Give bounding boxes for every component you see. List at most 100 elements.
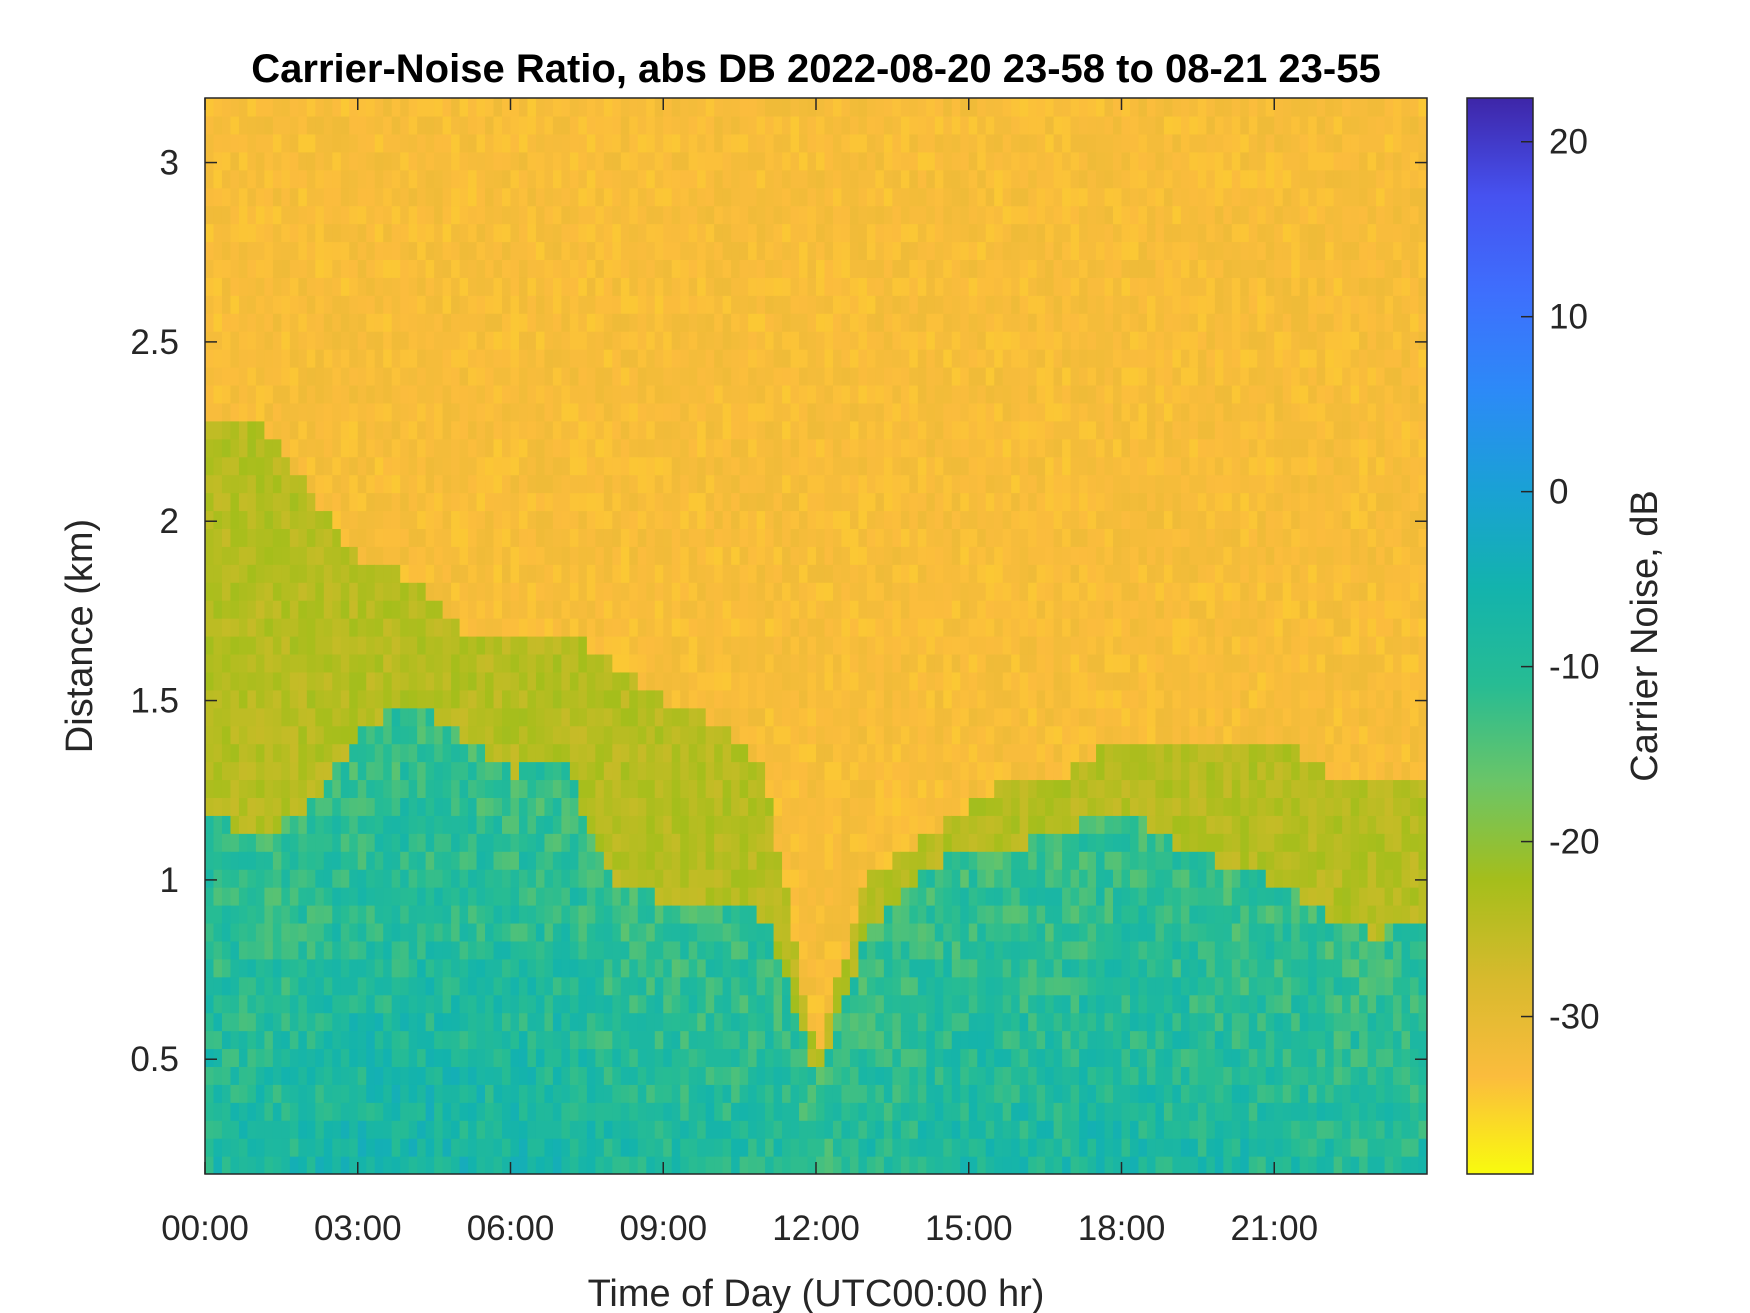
heatmap-cell [510, 438, 520, 458]
heatmap-cell [476, 833, 486, 852]
heatmap-cell [586, 779, 596, 798]
heatmap-cell [900, 922, 910, 942]
heatmap-cell [663, 797, 673, 816]
heatmap-cell [603, 582, 613, 601]
heatmap-cell [468, 582, 478, 601]
heatmap-cell [340, 761, 350, 781]
heatmap-cell [909, 940, 919, 960]
heatmap-cell [739, 133, 749, 153]
heatmap-cell [323, 420, 333, 440]
heatmap-cell [807, 743, 817, 763]
heatmap-cell [459, 618, 469, 637]
heatmap-cell [680, 367, 690, 386]
heatmap-cell [900, 187, 910, 207]
heatmap-cell [459, 420, 469, 440]
heatmap-cell [714, 277, 724, 296]
heatmap-cell [451, 564, 461, 583]
heatmap-cell [748, 743, 758, 763]
heatmap-cell [221, 313, 232, 332]
heatmap-cell [629, 851, 639, 870]
heatmap-cell [909, 1120, 919, 1139]
heatmap-cell [849, 958, 860, 978]
heatmap-cell [349, 187, 359, 207]
heatmap-cell [417, 241, 427, 260]
heatmap-cell [586, 582, 596, 601]
heatmap-cell [858, 887, 868, 906]
heatmap-cell [349, 779, 359, 798]
heatmap-cell [773, 133, 783, 153]
heatmap-cell [824, 1012, 834, 1032]
heatmap-cell [841, 169, 851, 189]
heatmap-cell [281, 456, 291, 476]
heatmap-cell [552, 528, 563, 547]
heatmap-cell [205, 1012, 215, 1032]
heatmap-cell [502, 98, 512, 117]
heatmap-cell [298, 151, 308, 171]
heatmap-cell [569, 869, 579, 888]
heatmap-cell [544, 725, 554, 745]
heatmap-cell [451, 187, 461, 207]
heatmap-cell [434, 994, 444, 1014]
heatmap-cell [578, 707, 588, 727]
heatmap-cell [493, 1048, 503, 1067]
heatmap-cell [247, 510, 257, 529]
heatmap-cell [603, 689, 613, 709]
heatmap-cell [442, 905, 452, 924]
heatmap-cell [332, 492, 342, 512]
heatmap-cell [374, 851, 384, 870]
heatmap-cell [900, 98, 910, 117]
heatmap-cell [255, 133, 266, 153]
heatmap-cell [739, 187, 749, 207]
heatmap-cell [671, 976, 681, 996]
heatmap-cell [323, 815, 333, 834]
heatmap-cell [620, 833, 630, 852]
heatmap-cell [315, 869, 325, 888]
heatmap-cell [900, 133, 910, 153]
heatmap-cell [552, 98, 563, 117]
heatmap-cell [858, 582, 868, 601]
heatmap-cell [807, 653, 817, 673]
heatmap-cell [680, 994, 690, 1014]
heatmap-cell [374, 922, 384, 942]
heatmap-cell [646, 1048, 656, 1067]
heatmap-cell [722, 313, 732, 332]
heatmap-cell [451, 313, 461, 332]
heatmap-cell [595, 707, 605, 727]
heatmap-cell [697, 743, 707, 763]
heatmap-cell [671, 205, 681, 225]
heatmap-cell [493, 313, 503, 332]
heatmap-cell [502, 600, 512, 619]
heatmap-cell [739, 241, 749, 260]
heatmap-cell [323, 115, 333, 135]
heatmap-cell [688, 905, 698, 924]
heatmap-cell [612, 133, 622, 153]
heatmap-cell [332, 958, 342, 978]
heatmap-cell [875, 761, 885, 781]
heatmap-cell [366, 1120, 376, 1139]
heatmap-cell [383, 922, 393, 942]
heatmap-cell [612, 707, 622, 727]
heatmap-cell [637, 743, 647, 763]
heatmap-cell [527, 456, 537, 476]
heatmap-cell [213, 98, 223, 117]
heatmap-cell [841, 1084, 851, 1103]
heatmap-cell [569, 922, 579, 942]
heatmap-cell [205, 653, 215, 673]
heatmap-cell [832, 958, 843, 978]
heatmap-cell [578, 528, 588, 547]
heatmap-cell [782, 277, 792, 296]
heatmap-cell [408, 241, 418, 260]
heatmap-cell [773, 241, 783, 260]
heatmap-cell [646, 905, 656, 924]
heatmap-cell [340, 564, 350, 583]
heatmap-cell [502, 636, 512, 655]
heatmap-cell [264, 636, 274, 655]
heatmap-cell [832, 295, 843, 314]
heatmap-cell [883, 958, 893, 978]
heatmap-cell [765, 815, 775, 834]
heatmap-cell [485, 492, 495, 512]
heatmap-cell [832, 259, 843, 278]
heatmap-cell [849, 1066, 860, 1085]
heatmap-cell [849, 115, 860, 135]
heatmap-cell [247, 618, 257, 637]
